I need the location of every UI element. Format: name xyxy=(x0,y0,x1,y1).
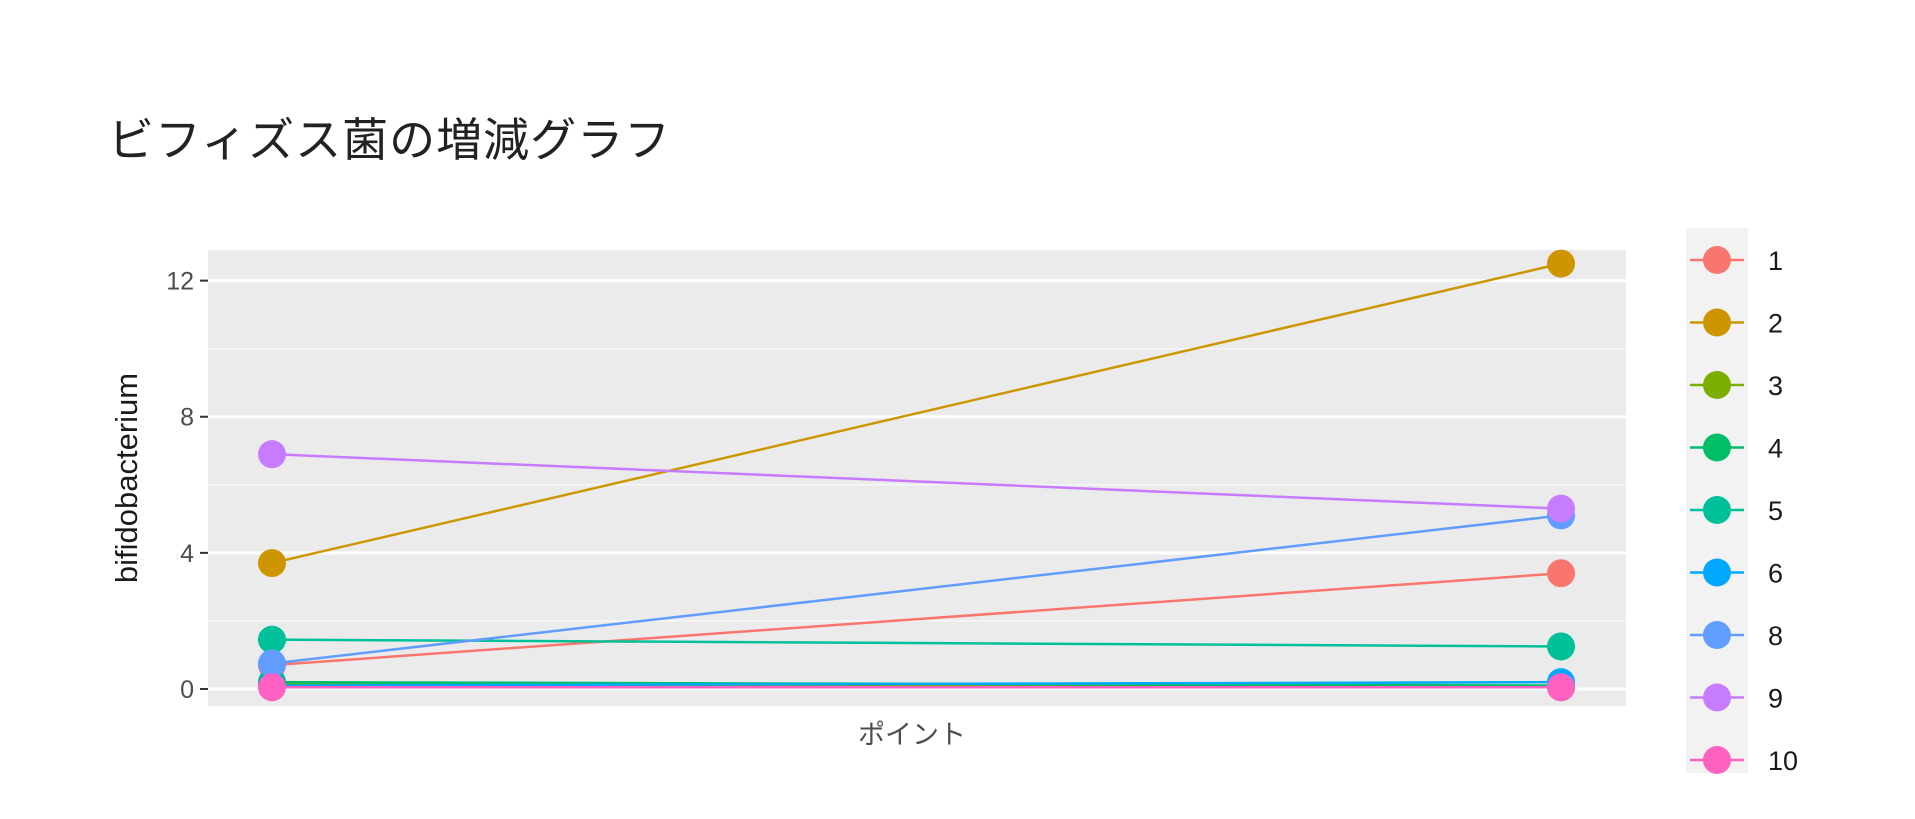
x-axis-title: ポイント xyxy=(858,720,966,751)
legend-key-point xyxy=(1703,621,1731,649)
legend-label: 2 xyxy=(1768,309,1783,339)
legend-key-point xyxy=(1703,308,1731,337)
legend: 1 2 3 4 5 6 8 9 10 xyxy=(1690,246,1798,776)
legend-item-1: 1 xyxy=(1690,246,1783,276)
legend-label: 8 xyxy=(1768,621,1783,651)
series-line-9 xyxy=(271,452,1562,510)
series-point-5 xyxy=(258,625,286,654)
y-tick-label: 0 xyxy=(180,676,194,704)
y-tick-label: 8 xyxy=(180,404,194,432)
legend-label: 6 xyxy=(1768,559,1783,589)
legend-item-10: 10 xyxy=(1690,746,1798,776)
series-layer xyxy=(258,249,1575,702)
grid-major xyxy=(208,279,1626,691)
y-tick-label: 4 xyxy=(180,540,194,568)
series-line-2 xyxy=(271,262,1562,565)
legend-label: 3 xyxy=(1768,371,1783,401)
legend-item-3: 3 xyxy=(1690,371,1783,401)
legend-item-9: 9 xyxy=(1690,683,1783,714)
legend-key-point xyxy=(1703,371,1731,399)
legend-item-4: 4 xyxy=(1690,433,1783,464)
plot-panel xyxy=(208,250,1626,706)
legend-item-6: 6 xyxy=(1690,558,1783,589)
grid-minor xyxy=(208,347,1626,622)
legend-label: 5 xyxy=(1768,496,1783,526)
legend-key-point xyxy=(1703,746,1731,774)
legend-label: 4 xyxy=(1768,434,1783,464)
legend-label: 1 xyxy=(1768,246,1783,276)
series-point-10 xyxy=(258,673,286,702)
page-title: ビフィズス菌の増減グラフ xyxy=(108,113,672,167)
legend-key-point xyxy=(1703,558,1731,587)
series-point-2 xyxy=(258,549,286,578)
series-point-9 xyxy=(1547,494,1575,523)
legend-key-point xyxy=(1703,496,1731,524)
series-point-8 xyxy=(258,649,286,678)
y-tick-label: 12 xyxy=(166,268,194,296)
series-point-9 xyxy=(258,440,286,469)
legend-item-5: 5 xyxy=(1690,496,1783,526)
y-axis-title: bifidobacterium xyxy=(109,373,144,583)
series-point-2 xyxy=(1547,249,1575,278)
series-point-10 xyxy=(1547,673,1575,702)
legend-key-point xyxy=(1703,246,1731,274)
legend-item-2: 2 xyxy=(1690,308,1783,339)
legend-item-8: 8 xyxy=(1690,621,1783,651)
legend-key-point xyxy=(1703,683,1731,712)
series-point-5 xyxy=(1547,632,1575,661)
legend-label: 10 xyxy=(1768,746,1798,776)
legend-label: 9 xyxy=(1768,684,1783,714)
series-line-5 xyxy=(271,638,1562,648)
series-line-1 xyxy=(271,572,1562,667)
y-axis: 0 4 8 12 xyxy=(166,268,208,704)
legend-key-point xyxy=(1703,433,1731,462)
series-line-8 xyxy=(271,514,1562,665)
series-point-1 xyxy=(1547,559,1575,588)
series-line-6 xyxy=(271,680,1562,687)
